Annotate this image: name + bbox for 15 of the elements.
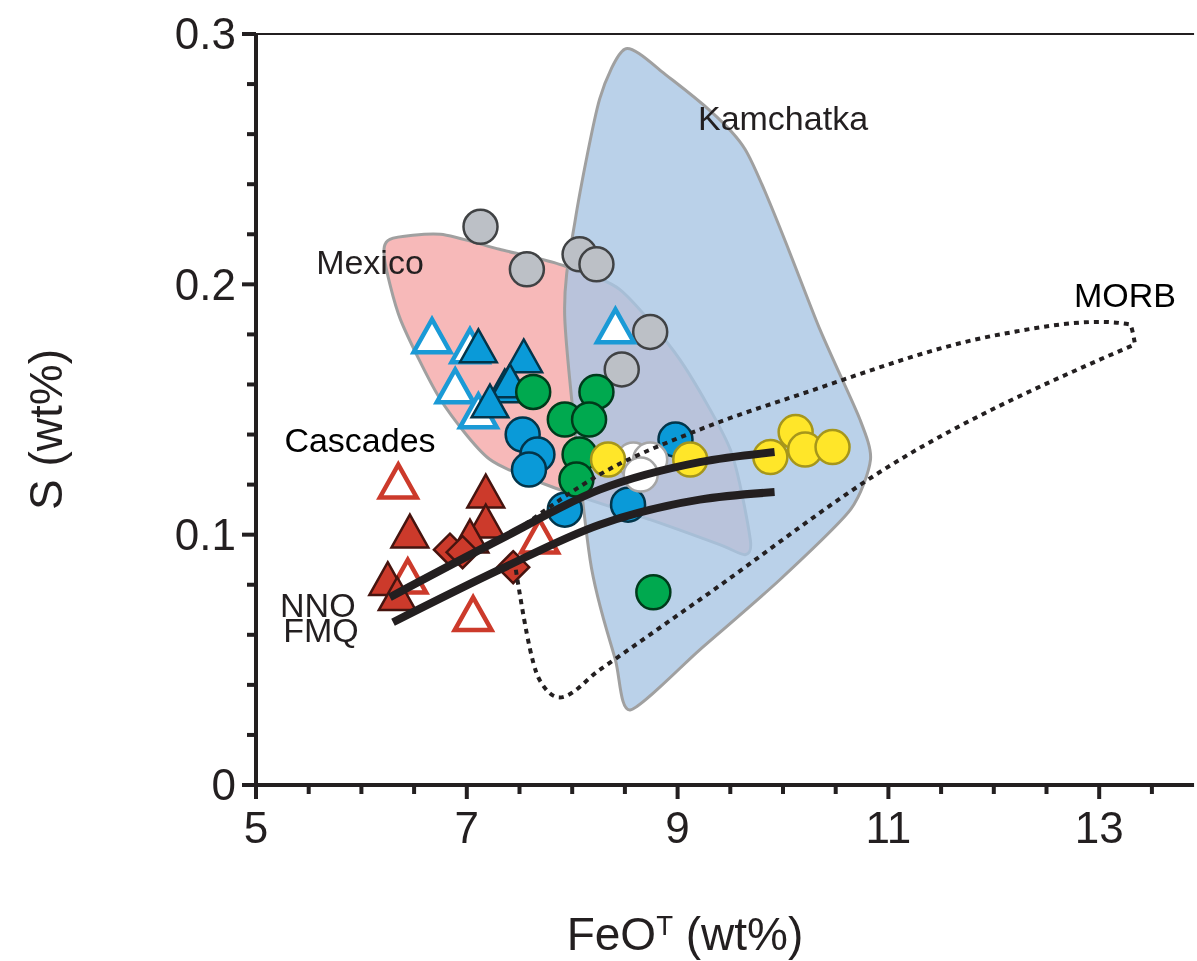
x-tick-label: 11	[865, 803, 912, 852]
y-tick-label: 0	[211, 760, 236, 810]
x-tick-label: 7	[454, 803, 480, 852]
annotation: Cascades	[284, 420, 436, 459]
y-tick-label: 0.2	[174, 259, 236, 309]
x-tick-label: 5	[243, 803, 269, 852]
series-label: Mexico	[316, 242, 424, 281]
x-tick-label: 13	[1074, 803, 1124, 852]
y-axis-title: S (wt%)	[20, 349, 72, 511]
x-axis-title: FeO$^{T}$ (wt%)	[566, 908, 804, 960]
series-label: Kamchatka	[697, 98, 869, 137]
x-tick-label: 9	[665, 803, 690, 852]
y-tick-label: 0.3	[174, 9, 236, 59]
annotation: MORB	[1074, 275, 1176, 314]
y-tick-label: 0.1	[174, 510, 236, 560]
